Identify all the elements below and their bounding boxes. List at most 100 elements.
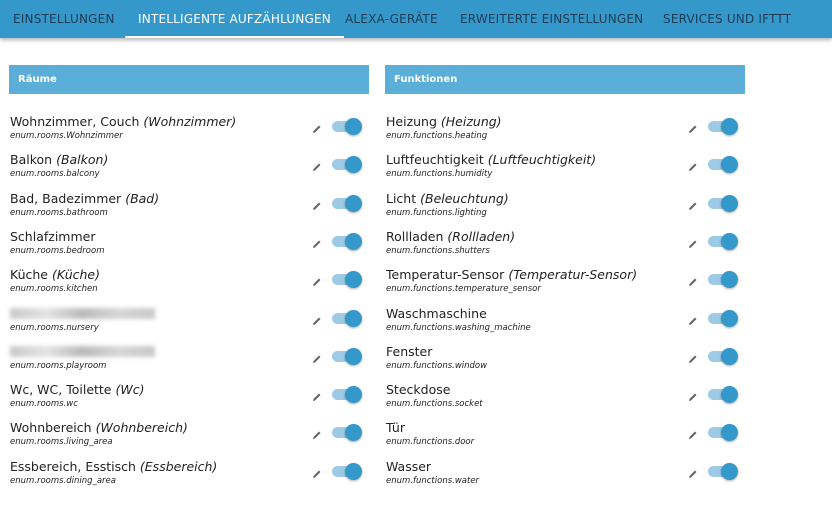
item-name: Balkon (Balkon) bbox=[10, 152, 108, 167]
item-id: enum.functions.humidity bbox=[386, 169, 493, 180]
list-item: Temperatur-Sensor (Temperatur-Sensor) enu… bbox=[385, 267, 745, 305]
item-name: Schlafzimmer bbox=[10, 229, 95, 244]
toggle-knob bbox=[345, 156, 362, 174]
enable-toggle[interactable] bbox=[332, 309, 362, 327]
item-id: enum.rooms.Wohnzimmer bbox=[10, 131, 123, 141]
item-label: Wohnzimmer, Couch bbox=[10, 114, 140, 129]
enable-toggle[interactable] bbox=[708, 271, 738, 289]
item-name: Temperatur-Sensor (Temperatur-Sensor) bbox=[386, 267, 637, 282]
item-alias: (Balkon) bbox=[56, 152, 109, 168]
item-id: enum.rooms.living_area bbox=[10, 437, 113, 448]
pencil-icon[interactable] bbox=[312, 119, 322, 133]
list-item: Waschmaschine enum.functions.washing_mac… bbox=[385, 306, 745, 344]
item-label: Heizung bbox=[386, 114, 437, 129]
rooms-header: Räume bbox=[9, 65, 369, 94]
pencil-icon[interactable] bbox=[688, 119, 698, 133]
item-id: enum.functions.door bbox=[386, 437, 475, 448]
pencil-icon[interactable] bbox=[312, 464, 322, 478]
enable-toggle[interactable] bbox=[332, 118, 362, 135]
enable-toggle[interactable] bbox=[332, 194, 362, 212]
pencil-icon[interactable] bbox=[312, 387, 322, 402]
enable-toggle[interactable] bbox=[708, 386, 738, 404]
item-alias: (Rollladen) bbox=[447, 228, 516, 244]
pencil-icon[interactable] bbox=[312, 234, 322, 248]
tab-einstellungen[interactable]: EINSTELLUNGEN bbox=[13, 12, 115, 26]
pencil-icon[interactable] bbox=[688, 387, 698, 402]
enable-toggle[interactable] bbox=[332, 232, 362, 250]
item-id: enum.functions.washing_machine bbox=[386, 322, 531, 333]
item-name: Fenster bbox=[386, 344, 432, 359]
pencil-icon[interactable] bbox=[312, 272, 322, 287]
item-id: enum.functions.temperature_sensor bbox=[386, 284, 541, 295]
enable-toggle[interactable] bbox=[708, 424, 738, 442]
item-id: enum.functions.heating bbox=[386, 131, 488, 141]
toggle-knob bbox=[345, 232, 362, 250]
item-alias: (Heizung) bbox=[440, 114, 502, 129]
pencil-icon[interactable] bbox=[312, 425, 322, 440]
pencil-icon[interactable] bbox=[688, 425, 698, 440]
pencil-icon[interactable] bbox=[688, 157, 698, 172]
enable-toggle[interactable] bbox=[332, 156, 362, 174]
tab-erweiterte-einstellungen[interactable]: ERWEITERTE EINSTELLUNGEN bbox=[460, 12, 644, 26]
toggle-knob bbox=[345, 118, 362, 135]
toggle-knob bbox=[345, 271, 362, 289]
enable-toggle[interactable] bbox=[708, 194, 738, 212]
toggle-knob bbox=[345, 424, 362, 442]
pencil-icon[interactable] bbox=[688, 272, 698, 287]
item-alias: (Essbereich) bbox=[139, 458, 218, 474]
item-label: Waschmaschine bbox=[386, 305, 487, 321]
functions-header: Funktionen bbox=[385, 65, 745, 94]
item-id: enum.functions.water bbox=[386, 475, 480, 486]
pencil-icon[interactable] bbox=[688, 464, 698, 478]
item-label: Licht bbox=[386, 190, 417, 206]
item-id: enum.rooms.bathroom bbox=[10, 207, 108, 218]
pencil-icon[interactable] bbox=[688, 349, 698, 363]
item-id: enum.rooms.wc bbox=[10, 399, 78, 410]
list-item: Tür enum.functions.door bbox=[385, 420, 745, 458]
enable-toggle[interactable] bbox=[332, 386, 362, 404]
enable-toggle[interactable] bbox=[708, 309, 738, 327]
pencil-icon[interactable] bbox=[312, 196, 322, 210]
enable-toggle[interactable] bbox=[708, 118, 738, 135]
tab-intelligente-aufzaehlungen[interactable]: INTELLIGENTE AUFZÄHLUNGEN bbox=[125, 0, 344, 38]
item-name: Wohnbereich (Wohnbereich) bbox=[10, 420, 188, 435]
tab-services-ifttt[interactable]: SERVICES UND IFTTT bbox=[663, 12, 792, 26]
item-name: Heizung (Heizung) bbox=[386, 114, 502, 129]
item-name: Wc, WC, Toilette (Wc) bbox=[10, 382, 145, 397]
pencil-icon[interactable] bbox=[688, 234, 698, 248]
pencil-icon[interactable] bbox=[688, 196, 698, 210]
enable-toggle[interactable] bbox=[708, 347, 738, 365]
list-item: Fenster enum.functions.window bbox=[385, 344, 745, 382]
item-id: enum.functions.shutters bbox=[386, 245, 490, 256]
enable-toggle[interactable] bbox=[332, 347, 362, 365]
item-label: Rollladen bbox=[386, 228, 444, 244]
enable-toggle[interactable] bbox=[708, 156, 738, 174]
enable-toggle[interactable] bbox=[332, 462, 362, 480]
item-label: Essbereich, Esstisch bbox=[10, 458, 136, 474]
blurred-name bbox=[10, 307, 155, 319]
pencil-icon[interactable] bbox=[312, 157, 322, 172]
rooms-panel: Räume Wohnzimmer, Couch (Wohnzimmer) enum… bbox=[9, 65, 369, 486]
pencil-icon[interactable] bbox=[312, 311, 322, 325]
tab-bar: EINSTELLUNGEN INTELLIGENTE AUFZÄHLUNGEN … bbox=[0, 0, 832, 38]
pencil-icon[interactable] bbox=[688, 311, 698, 325]
enable-toggle[interactable] bbox=[708, 462, 738, 480]
item-label: Tür bbox=[386, 420, 405, 436]
toggle-knob bbox=[721, 118, 738, 135]
item-alias: (Temperatur-Sensor) bbox=[508, 267, 638, 283]
enable-toggle[interactable] bbox=[708, 232, 738, 250]
enable-toggle[interactable] bbox=[332, 424, 362, 442]
list-item: Rollladen (Rollladen) enum.functions.shut… bbox=[385, 229, 745, 267]
list-item: Wohnbereich (Wohnbereich) enum.rooms.livi… bbox=[9, 420, 369, 458]
enable-toggle[interactable] bbox=[332, 271, 362, 289]
item-name: Tür bbox=[386, 420, 405, 435]
tab-alexa-geraete[interactable]: ALEXA-GERÄTE bbox=[345, 12, 438, 26]
list-item: Schlafzimmer enum.rooms.bedroom bbox=[9, 229, 369, 267]
pencil-icon[interactable] bbox=[312, 349, 322, 363]
item-name: Wasser bbox=[386, 459, 431, 474]
item-label: Wasser bbox=[386, 458, 432, 474]
item-label: Wc, WC, Toilette bbox=[10, 382, 112, 398]
list-item: Wc, WC, Toilette (Wc) enum.rooms.wc bbox=[9, 382, 369, 420]
item-name: Luftfeuchtigkeit (Luftfeuchtigkeit) bbox=[386, 152, 596, 167]
list-item: Wohnzimmer, Couch (Wohnzimmer) enum.rooms… bbox=[9, 114, 369, 152]
